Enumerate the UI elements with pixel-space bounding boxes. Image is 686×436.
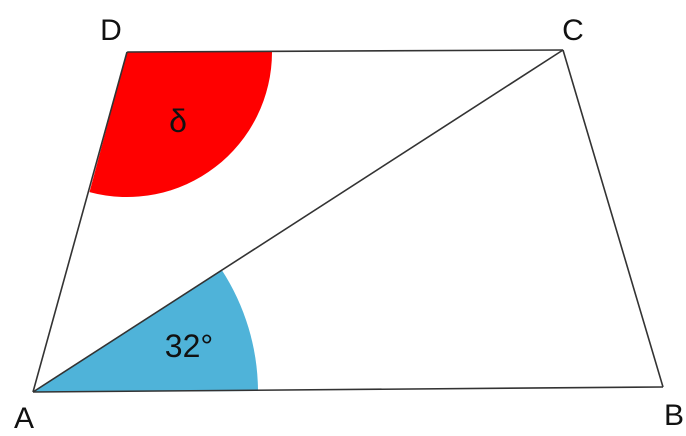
edge-ab — [32, 386, 664, 393]
angle-label-cab: 32° — [165, 328, 213, 364]
vertex-label-b: B — [664, 399, 684, 432]
vertex-label-a: A — [14, 402, 34, 435]
angle-wedge-adc — [89, 52, 272, 198]
edge-bc — [562, 49, 664, 388]
edge-cd — [126, 49, 564, 53]
vertex-label-c: C — [562, 14, 584, 47]
angle-label-adc: δ — [169, 103, 187, 139]
angle-wedge-cab — [33, 269, 258, 392]
vertex-label-d: D — [100, 14, 122, 47]
edge-da — [32, 51, 128, 393]
diagonal-ac — [32, 49, 564, 393]
